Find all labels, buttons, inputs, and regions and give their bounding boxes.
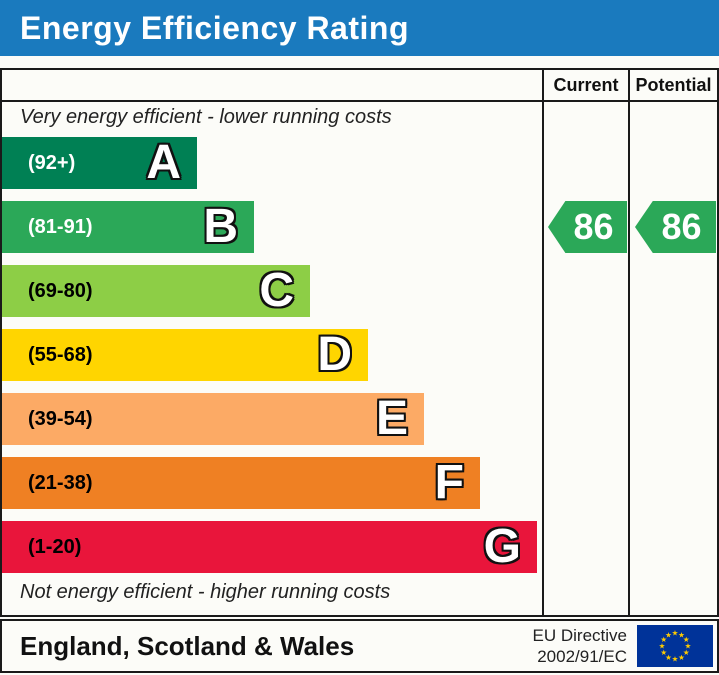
eu-directive-line2: 2002/91/EC (537, 647, 627, 666)
caption-bottom: Not energy efficient - higher running co… (20, 581, 391, 603)
band-range-label: (39-54) (28, 407, 93, 430)
band-b: (81-91) B (2, 201, 254, 253)
svg-text:★: ★ (683, 648, 690, 657)
band-range-label: (81-91) (28, 215, 93, 238)
eu-directive-label: EU Directive 2002/91/EC (533, 625, 627, 668)
band-range-label: (1-20) (28, 535, 82, 558)
band-e: (39-54) E (2, 393, 424, 445)
svg-text:★: ★ (678, 630, 685, 639)
current-rating-arrow: 86 (548, 201, 627, 253)
eu-flag-icon: ★ ★ ★ ★ ★ ★ ★ ★ ★ ★ ★ ★ (637, 625, 713, 667)
svg-text:★: ★ (685, 642, 692, 651)
potential-column-header: Potential (635, 75, 712, 95)
band-g: (1-20) G (2, 521, 537, 573)
region-label: England, Scotland & Wales (20, 630, 355, 661)
svg-text:★: ★ (660, 648, 667, 657)
band-letter: C (259, 264, 294, 317)
potential-column-divider (628, 70, 630, 615)
band-range-label: (55-68) (28, 343, 93, 366)
current-rating-value: 86 (573, 206, 614, 247)
current-column-header: Current (553, 75, 619, 95)
rating-chart: Current Potential Very energy efficient … (0, 68, 719, 617)
svg-text:★: ★ (672, 655, 679, 664)
band-range-label: (21-38) (28, 471, 93, 494)
potential-rating-arrow: 86 (635, 201, 716, 253)
band-d: (55-68) D (2, 329, 368, 381)
caption-top: Very energy efficient - lower running co… (20, 106, 392, 128)
title-bar: Energy Efficiency Rating (0, 0, 719, 56)
band-letter: G (483, 520, 521, 573)
svg-text:★: ★ (683, 635, 690, 644)
footer-bar: England, Scotland & Wales EU Directive 2… (0, 619, 719, 673)
band-letter: B (203, 200, 238, 253)
band-letter: D (317, 328, 352, 381)
band-c: (69-80) C (2, 265, 310, 317)
band-letter: A (146, 136, 181, 189)
svg-text:★: ★ (678, 653, 685, 662)
band-range-label: (69-80) (28, 279, 93, 302)
band-range-label: (92+) (28, 151, 76, 174)
svg-text:★: ★ (672, 629, 679, 638)
svg-text:★: ★ (659, 642, 666, 651)
potential-rating-value: 86 (661, 206, 702, 247)
page-title: Energy Efficiency Rating (20, 9, 409, 46)
svg-text:★: ★ (665, 630, 672, 639)
svg-text:★: ★ (660, 635, 667, 644)
column-header-row: Current Potential (2, 70, 717, 102)
band-letter: E (375, 392, 408, 445)
band-f: (21-38) F (2, 457, 480, 509)
band-letter: F (434, 456, 464, 509)
svg-text:★: ★ (665, 653, 672, 662)
band-a: (92+) A (2, 137, 197, 189)
eu-directive-line1: EU Directive (532, 625, 627, 645)
current-column-divider (542, 70, 544, 615)
